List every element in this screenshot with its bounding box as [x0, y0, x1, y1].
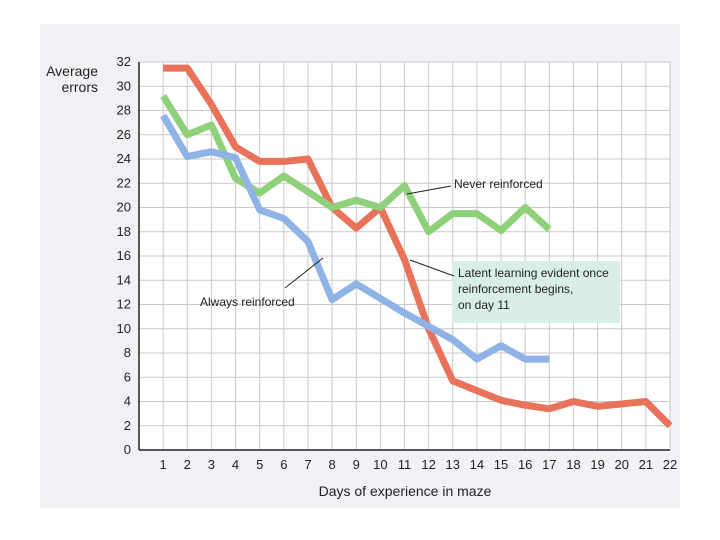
latent-learning-box	[452, 261, 620, 323]
y-tick-label: 32	[117, 54, 131, 69]
y-tick-label: 0	[124, 442, 131, 457]
latent-learning-leader	[409, 259, 455, 277]
y-tick-label: 22	[117, 175, 131, 190]
x-tick-label: 10	[373, 457, 387, 472]
x-tick-label: 3	[208, 457, 215, 472]
y-axis-label-line-2: errors	[61, 79, 98, 95]
latent-learning-line-1: Latent learning evident once	[458, 266, 609, 280]
y-tick-label: 20	[117, 200, 131, 215]
x-tick-label: 16	[518, 457, 532, 472]
x-tick-label: 12	[421, 457, 435, 472]
axes	[138, 62, 670, 451]
x-tick-label: 21	[639, 457, 653, 472]
y-tick-label: 8	[124, 345, 131, 360]
y-tick-label: 16	[117, 248, 131, 263]
y-tick-label: 30	[117, 78, 131, 93]
y-tick-label: 18	[117, 224, 131, 239]
x-tick-label: 9	[353, 457, 360, 472]
y-tick-label: 14	[117, 272, 131, 287]
always-reinforced-label: Always reinforced	[200, 295, 295, 309]
x-tick-label: 18	[566, 457, 580, 472]
x-tick-label: 19	[590, 457, 604, 472]
x-tick-label: 15	[494, 457, 508, 472]
x-tick-label: 17	[542, 457, 556, 472]
always-reinforced-leader	[284, 257, 324, 289]
y-tick-label: 10	[117, 321, 131, 336]
x-tick-label: 1	[160, 457, 167, 472]
series-line-always	[160, 113, 550, 363]
x-tick-label: 11	[398, 457, 412, 472]
x-tick-label: 7	[304, 457, 311, 472]
y-tick-label: 6	[124, 369, 131, 384]
y-tick-label: 26	[117, 127, 131, 142]
x-tick-label: 13	[446, 457, 460, 472]
x-axis-label: Days of experience in maze	[319, 483, 492, 499]
x-tick-label: 4	[232, 457, 239, 472]
x-tick-label: 14	[470, 457, 484, 472]
latent-learning-line-2: reinforcement begins,	[458, 282, 573, 296]
y-tick-label: 4	[124, 394, 131, 409]
x-tick-label: 5	[256, 457, 263, 472]
y-tick-label: 2	[124, 418, 131, 433]
never-reinforced-label: Never reinforced	[454, 177, 543, 191]
x-tick-label: 8	[328, 457, 335, 472]
y-axis-label-line-1: Average	[46, 63, 98, 79]
latent-learning-line-3: on day 11	[458, 298, 510, 312]
x-tick-labels: 1 2 3 4 5 6 7 8 9 10 11 12 13 14 15 16 17 18 19 20 21 22	[160, 457, 678, 472]
x-tick-label: 20	[614, 457, 628, 472]
x-tick-label: 6	[280, 457, 287, 472]
y-tick-label: 12	[117, 297, 131, 312]
y-tick-label: 24	[117, 151, 131, 166]
series-line-never	[160, 94, 552, 236]
y-tick-label: 28	[117, 103, 131, 118]
never-reinforced-leader	[406, 185, 452, 195]
x-tick-label: 22	[663, 457, 677, 472]
x-tick-label: 2	[184, 457, 191, 472]
series-line-latent	[163, 64, 673, 429]
series-lines	[160, 64, 673, 429]
